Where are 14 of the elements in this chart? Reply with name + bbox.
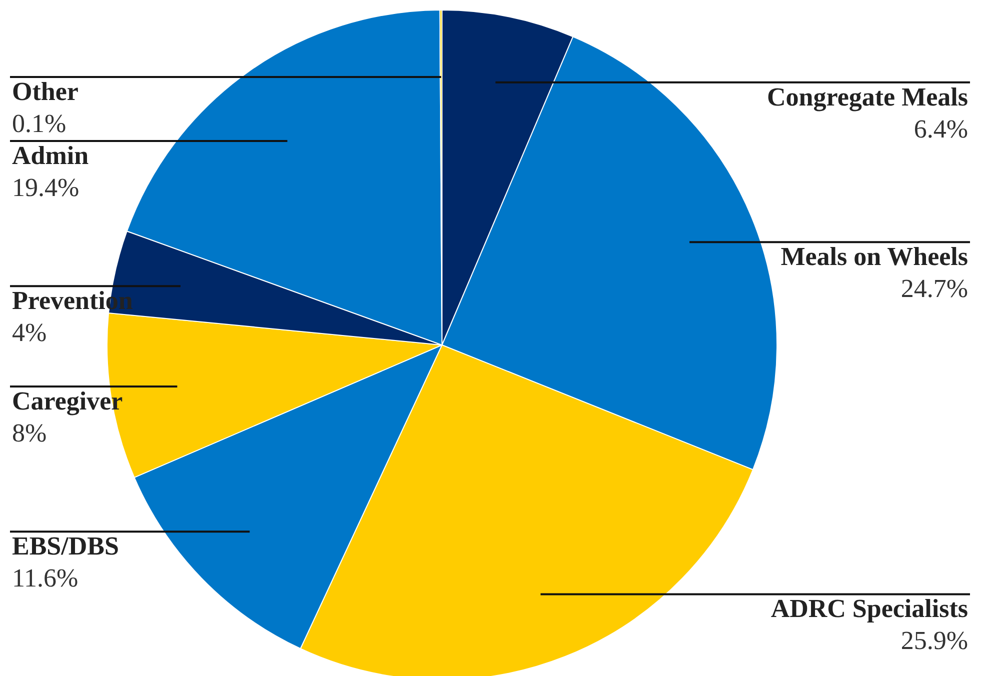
data-label: 4% bbox=[12, 318, 47, 348]
data-label: 6.4% bbox=[914, 114, 968, 144]
data-label: 11.6% bbox=[12, 564, 78, 593]
data-label: 25.9% bbox=[900, 626, 968, 656]
slice-label: Admin bbox=[12, 141, 90, 170]
slice-label: Congregate Meals bbox=[767, 82, 968, 112]
slice-label: Other bbox=[12, 77, 78, 106]
data-label: 8% bbox=[12, 418, 47, 448]
data-label: 19.4% bbox=[12, 173, 80, 202]
data-label: 24.7% bbox=[900, 274, 968, 304]
slice-label: EBS/DBS bbox=[12, 532, 119, 561]
slice-label: ADRC Specialists bbox=[770, 594, 968, 624]
data-label: 0.1% bbox=[12, 109, 66, 138]
slice-label: Meals on Wheels bbox=[780, 242, 968, 272]
